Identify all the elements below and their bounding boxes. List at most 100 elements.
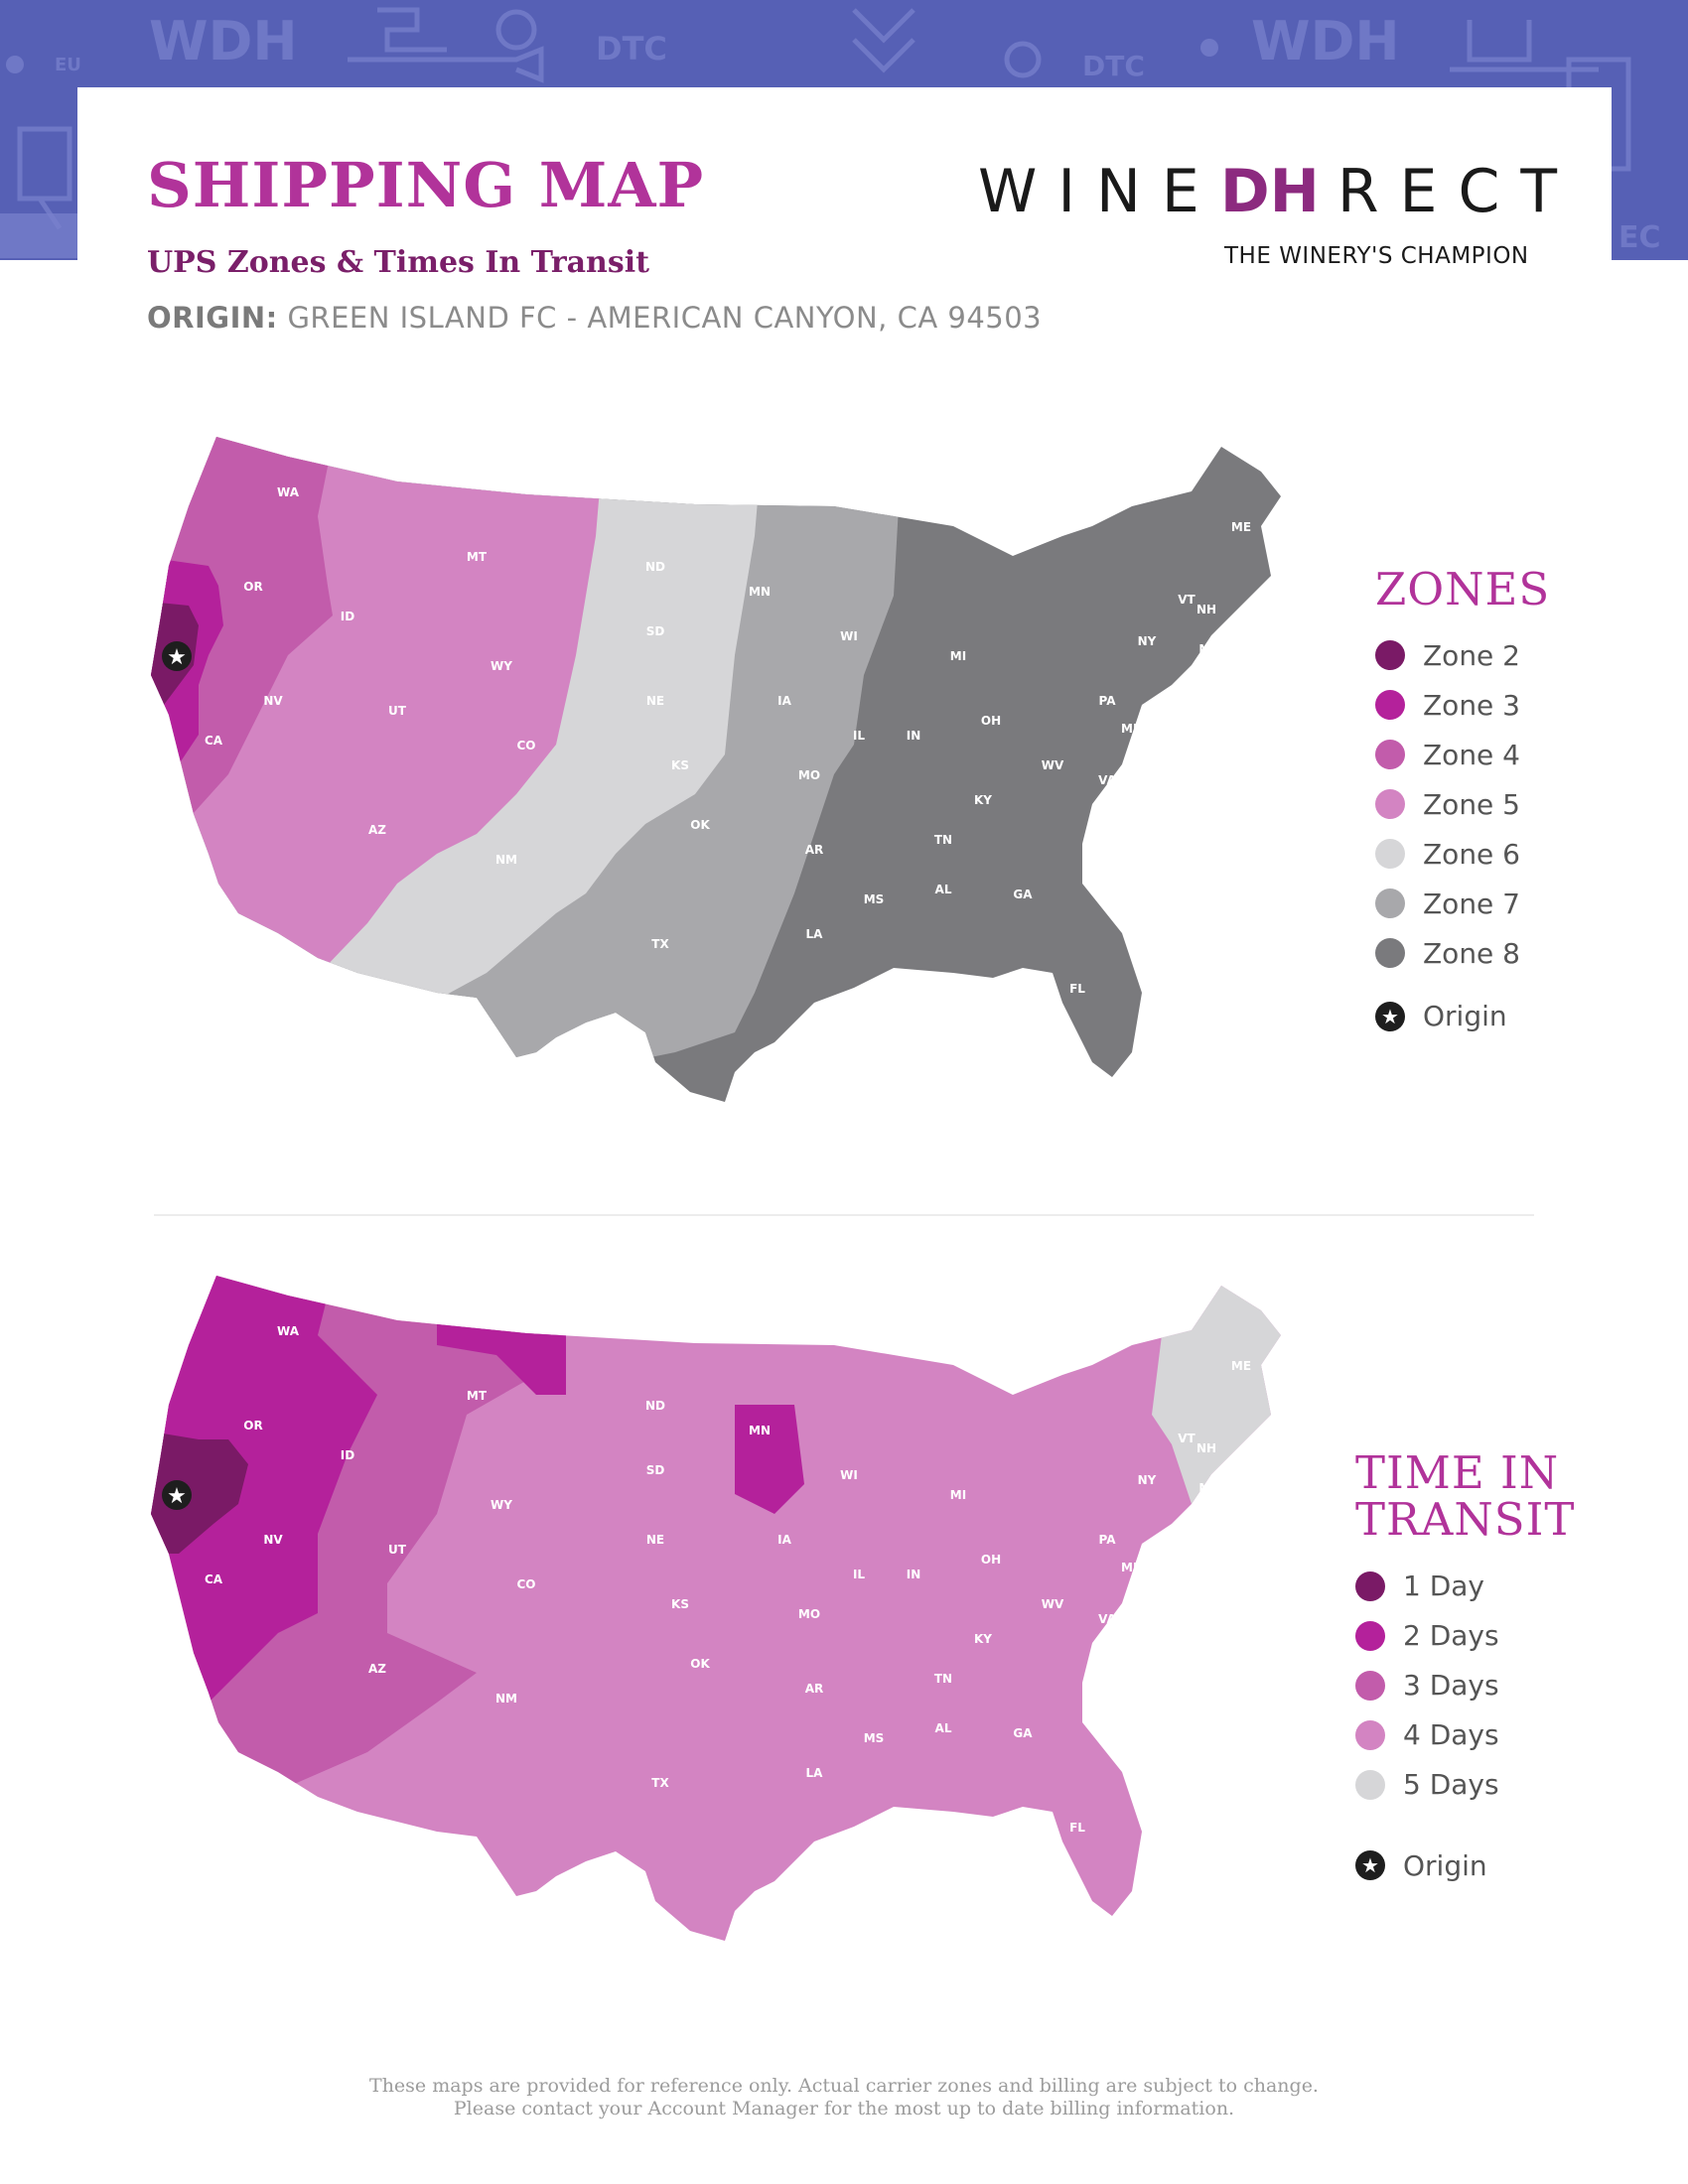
state-label-ga: GA <box>1013 1726 1033 1740</box>
state-label-fl: FL <box>1069 982 1085 996</box>
zones-legend-item: Zone 8 <box>1375 928 1550 978</box>
state-label-mn: MN <box>749 585 771 599</box>
state-label-sd: SD <box>646 1463 665 1477</box>
zones-legend-label: Zone 2 <box>1423 638 1520 672</box>
zones-map: ★ WA OR CA ID NV MT WY UT AZ CO NM ND SD NE KS OK TX MN IA… <box>151 437 1281 1102</box>
transit-legend-label: 3 Days <box>1403 1669 1499 1702</box>
state-label-nv: NV <box>263 1533 283 1547</box>
transit-legend-swatch <box>1355 1769 1385 1800</box>
zones-legend-item: Zone 2 <box>1375 630 1550 680</box>
state-label-md: MD <box>1121 1561 1143 1574</box>
zones-legend-swatch <box>1375 938 1405 969</box>
transit-1-day-region <box>151 1430 248 1554</box>
state-label-co: CO <box>516 739 535 752</box>
transit-legend-swatch <box>1355 1570 1385 1601</box>
state-label-nc: NC <box>1093 808 1112 822</box>
transit-legend-swatch <box>1355 1670 1385 1701</box>
origin-label: ORIGIN: <box>147 301 278 335</box>
state-label-tx: TX <box>651 937 669 951</box>
state-label-wv: WV <box>1042 758 1064 772</box>
transit-legend-item: 2 Days <box>1355 1611 1575 1661</box>
logo-dh-mark: DH <box>1219 157 1320 226</box>
banner-pattern-text: WDH <box>149 10 298 72</box>
origin-marker: ★ <box>162 641 192 671</box>
logo-wine: WINE <box>978 157 1220 226</box>
state-label-wa: WA <box>277 1324 300 1338</box>
state-label-va: VA <box>1098 773 1116 787</box>
state-label-ky: KY <box>974 793 992 807</box>
state-label-sc: SC <box>1083 1697 1101 1710</box>
zones-legend: ZONES Zone 2 Zone 3 Zone 4 Zone 5 Zone 6 Zone… <box>1375 566 1550 1032</box>
zones-legend-label: Zone 7 <box>1423 887 1520 920</box>
star-icon: ★ <box>1375 1001 1405 1031</box>
state-label-al: AL <box>935 1721 952 1735</box>
banner-pattern-text: DTC <box>1082 50 1145 82</box>
state-label-ne: NE <box>646 1533 664 1547</box>
state-label-wv: WV <box>1042 1597 1064 1611</box>
origin-marker: ★ <box>162 1480 192 1510</box>
zone-4-region <box>151 437 338 874</box>
origin-value: GREEN ISLAND FC - AMERICAN CANYON, CA 94… <box>287 301 1043 335</box>
state-label-ok: OK <box>690 818 710 832</box>
state-label-nm: NM <box>495 853 517 867</box>
state-label-nd: ND <box>645 1399 665 1413</box>
state-label-mo: MO <box>798 768 820 782</box>
transit-legend-item: 1 Day <box>1355 1562 1575 1611</box>
state-label-nj: NJ <box>1167 687 1182 701</box>
state-label-in: IN <box>907 1568 921 1581</box>
state-label-nv: NV <box>263 694 283 708</box>
state-label-ct: CT <box>1196 661 1214 675</box>
state-label-mo: MO <box>798 1607 820 1621</box>
state-label-sc: SC <box>1083 858 1101 872</box>
transit-legend-origin: ★ Origin <box>1355 1849 1575 1882</box>
state-label-or: OR <box>243 1419 262 1433</box>
transit-legend-item: 3 Days <box>1355 1661 1575 1710</box>
banner-pattern-text: EC <box>1618 220 1661 255</box>
transit-legend-label: 1 Day <box>1403 1570 1485 1602</box>
disclaimer-line-2: Please contact your Account Manager for … <box>453 2098 1235 2119</box>
svg-text:★: ★ <box>167 645 187 670</box>
zones-legend-label: Zone 6 <box>1423 837 1520 871</box>
state-label-wi: WI <box>840 629 858 643</box>
state-label-az: AZ <box>368 1662 386 1676</box>
state-label-ma: MA <box>1198 1481 1220 1495</box>
star-icon: ★ <box>1355 1850 1385 1880</box>
zones-legend-origin: ★ Origin <box>1375 1000 1550 1032</box>
zones-legend-swatch <box>1375 789 1405 820</box>
zones-legend-label: Zone 3 <box>1423 688 1520 722</box>
state-label-il: IL <box>853 729 865 743</box>
transit-legend: TIME IN TRANSIT 1 Day 2 Days 3 Days 4 Days 5… <box>1355 1449 1575 1882</box>
state-label-me: ME <box>1231 1359 1251 1373</box>
svg-text:★: ★ <box>167 1484 187 1509</box>
transit-legend-origin-label: Origin <box>1403 1848 1487 1882</box>
logo-rect: RECT <box>1336 157 1579 226</box>
state-label-wi: WI <box>840 1468 858 1482</box>
state-label-ca: CA <box>205 1572 223 1586</box>
zones-legend-swatch <box>1375 640 1405 671</box>
state-label-pa: PA <box>1099 1533 1117 1547</box>
zones-legend-label: Zone 5 <box>1423 787 1520 821</box>
transit-legend-label: 2 Days <box>1403 1619 1499 1652</box>
transit-2-days-west-region <box>151 1276 377 1772</box>
zones-legend-label: Zone 4 <box>1423 738 1520 771</box>
state-label-la: LA <box>806 927 824 941</box>
transit-legend-swatch <box>1355 1719 1385 1750</box>
zones-legend-item: Zone 7 <box>1375 879 1550 928</box>
state-label-wa: WA <box>277 485 300 499</box>
state-label-nd: ND <box>645 560 665 574</box>
logo-tagline: THE WINERY'S CHAMPION <box>1224 243 1529 269</box>
transit-map: ★ WA OR CA ID NV MT WY UT AZ CO NM ND SD NE KS OK TX MN IA… <box>151 1276 1281 1941</box>
state-label-ia: IA <box>777 694 791 708</box>
transit-2-days-il-region <box>735 1405 804 1514</box>
transit-2-days-nd-region <box>437 1315 566 1395</box>
state-label-oh: OH <box>981 714 1001 728</box>
state-label-il: IL <box>853 1568 865 1581</box>
state-label-ma: MA <box>1198 642 1220 656</box>
transit-legend-item: 4 Days <box>1355 1710 1575 1760</box>
state-label-ks: KS <box>671 758 689 772</box>
state-label-ne: NE <box>646 694 664 708</box>
state-label-nm: NM <box>495 1692 517 1706</box>
state-label-co: CO <box>516 1577 535 1591</box>
state-label-mi: MI <box>950 649 966 663</box>
state-label-nc: NC <box>1093 1647 1112 1661</box>
